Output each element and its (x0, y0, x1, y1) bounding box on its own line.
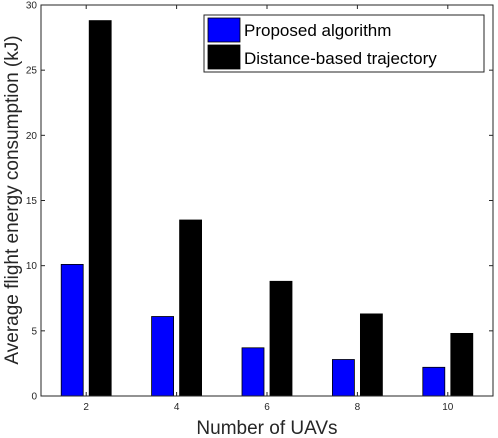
y-tick-label: 10 (26, 261, 38, 272)
legend-swatch-distance (207, 44, 241, 70)
bar-distance-4 (179, 219, 203, 397)
bar-distance-10 (450, 332, 474, 397)
y-tick-label: 0 (31, 392, 37, 403)
bar-distance-8 (359, 313, 383, 397)
bar-proposed-6 (241, 347, 265, 397)
y-tick-label: 25 (26, 66, 38, 77)
ticks-group: 0 5 10 15 20 25 30 2 4 6 8 10 (26, 1, 493, 413)
x-axis-label: Number of UAVs (196, 418, 337, 438)
bars-group (60, 20, 474, 397)
bar-proposed-2 (60, 263, 84, 397)
y-tick-label: 15 (26, 196, 38, 207)
legend-label-proposed: Proposed algorithm (244, 21, 391, 40)
y-tick-label: 30 (26, 1, 38, 12)
y-tick-label: 20 (26, 131, 38, 142)
bar-proposed-4 (151, 316, 175, 397)
x-tick-label: 4 (174, 402, 180, 413)
bar-proposed-10 (422, 366, 446, 397)
bar-distance-6 (269, 280, 293, 397)
legend-box (203, 14, 485, 73)
y-tick-label: 5 (31, 326, 37, 337)
x-tick-label: 10 (442, 402, 454, 413)
legend-label-distance: Distance-based trajectory (244, 49, 437, 68)
x-tick-label: 2 (83, 402, 89, 413)
bar-proposed-8 (331, 359, 355, 397)
x-tick-label: 8 (355, 402, 361, 413)
legend-swatch-proposed (207, 17, 241, 43)
y-axis-label: Average flight energy consumption (kJ) (2, 35, 23, 364)
bar-distance-2 (88, 20, 112, 397)
legend: Proposed algorithm Distance-based trajec… (203, 14, 485, 73)
x-tick-label: 6 (264, 402, 270, 413)
